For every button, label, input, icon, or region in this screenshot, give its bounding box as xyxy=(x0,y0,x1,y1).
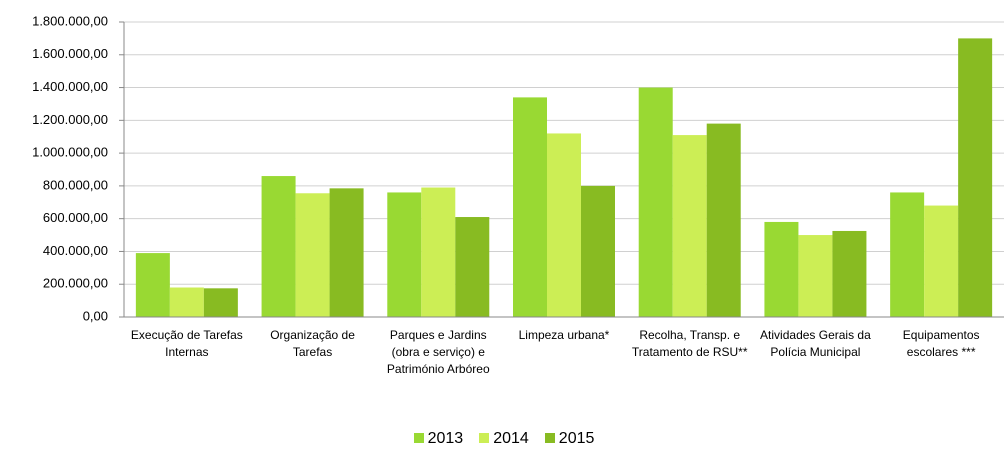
legend-swatch xyxy=(413,433,424,443)
bar xyxy=(169,287,204,317)
y-tick-label: 400.000,00 xyxy=(43,243,108,258)
y-tick-label: 1.600.000,00 xyxy=(32,46,108,61)
x-tick-label: Atividades Gerais da Polícia Municipal xyxy=(760,328,871,359)
y-tick-label: 1.400.000,00 xyxy=(32,79,108,94)
bar xyxy=(798,235,833,317)
x-tick-label: Execução de Tarefas Internas xyxy=(130,328,243,359)
bar xyxy=(638,87,673,317)
bar xyxy=(203,288,238,317)
x-tick-label: Equipamentos escolares *** xyxy=(902,328,980,359)
bar xyxy=(295,193,330,317)
bar xyxy=(261,176,296,317)
x-tick-label: Limpeza urbana* xyxy=(518,328,610,342)
legend-label: 2013 xyxy=(427,430,464,447)
bar xyxy=(455,217,490,317)
legend-item: 2014 xyxy=(479,430,529,448)
bar xyxy=(387,192,422,317)
bar xyxy=(135,253,170,317)
y-tick-label: 0,00 xyxy=(83,308,108,323)
y-tick-label: 800.000,00 xyxy=(43,177,108,192)
y-tick-label: 600.000,00 xyxy=(43,210,108,225)
bar xyxy=(958,38,993,318)
bar xyxy=(706,123,741,317)
y-tick-label: 200.000,00 xyxy=(43,276,108,291)
legend-label: 2015 xyxy=(558,430,595,447)
legend-item: 2015 xyxy=(544,430,595,448)
bar xyxy=(924,205,959,317)
bar xyxy=(581,185,615,317)
x-tick-label: Recolha, Transp. e Tratamento de RSU** xyxy=(631,328,748,359)
legend-item: 2013 xyxy=(413,430,464,448)
bar xyxy=(890,192,925,317)
bar xyxy=(329,188,364,317)
legend-swatch xyxy=(544,433,555,443)
y-tick-label: 1.800.000,00 xyxy=(32,13,108,28)
bar xyxy=(672,135,707,317)
x-tick-label: Organização de Tarefas xyxy=(270,328,355,359)
y-tick-label: 1.000.000,00 xyxy=(32,145,108,160)
x-tick-label: Parques e Jardins (obra e serviço) e Pat… xyxy=(386,328,490,376)
legend-swatch xyxy=(479,433,490,443)
bar xyxy=(513,97,547,317)
legend: 2013 2014 2015 xyxy=(0,430,1008,448)
legend-label: 2014 xyxy=(493,430,529,447)
bar xyxy=(832,230,867,317)
bar xyxy=(764,221,799,317)
bar xyxy=(421,187,456,317)
bar xyxy=(547,133,581,317)
y-tick-label: 1.200.000,00 xyxy=(32,112,108,127)
